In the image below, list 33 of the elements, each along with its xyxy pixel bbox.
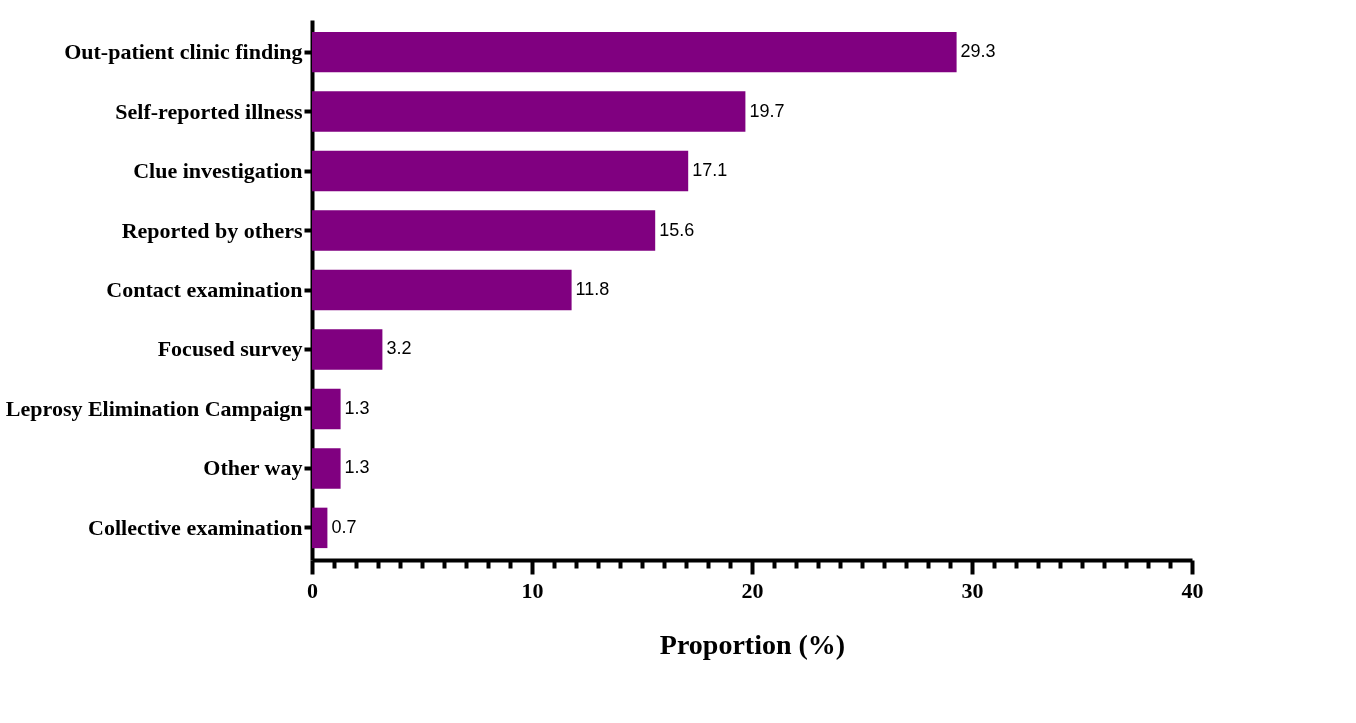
x-tick-label: 20 xyxy=(741,577,764,603)
x-axis-title: Proportion (%) xyxy=(659,628,846,660)
data-label: 0.7 xyxy=(331,516,357,537)
data-label: 29.3 xyxy=(960,41,996,62)
bar xyxy=(312,448,341,489)
x-tick-label: 0 xyxy=(307,577,318,603)
bar xyxy=(312,329,383,370)
data-label: 15.6 xyxy=(659,219,695,240)
bar xyxy=(312,31,957,73)
data-label: 11.8 xyxy=(575,279,610,299)
bar xyxy=(312,150,689,192)
y-tick-label: Reported by others xyxy=(121,217,303,243)
y-tick-label: Out-patient clinic finding xyxy=(64,39,303,65)
data-label: 3.2 xyxy=(386,338,412,359)
bar xyxy=(312,388,341,430)
data-label: 19.7 xyxy=(749,100,785,121)
data-label: 1.3 xyxy=(344,397,370,418)
bar xyxy=(312,210,656,251)
bar xyxy=(312,269,572,311)
y-tick-label: Contact examination xyxy=(106,277,303,302)
x-tick-label: 30 xyxy=(961,577,984,603)
y-tick-label: Focused survey xyxy=(157,336,303,362)
x-tick-label: 10 xyxy=(521,577,544,603)
y-tick-label: Leprosy Elimination Campaign xyxy=(5,395,303,421)
bar xyxy=(312,91,746,132)
data-label: 17.1 xyxy=(692,160,728,181)
y-tick-label: Self-reported illness xyxy=(115,98,303,124)
bar xyxy=(312,507,328,549)
x-tick-label: 40 xyxy=(1181,577,1204,603)
y-tick-label: Other way xyxy=(203,455,303,481)
data-label: 1.3 xyxy=(344,457,370,478)
y-tick-label: Collective examination xyxy=(88,514,303,540)
y-tick-label: Clue investigation xyxy=(133,158,303,184)
